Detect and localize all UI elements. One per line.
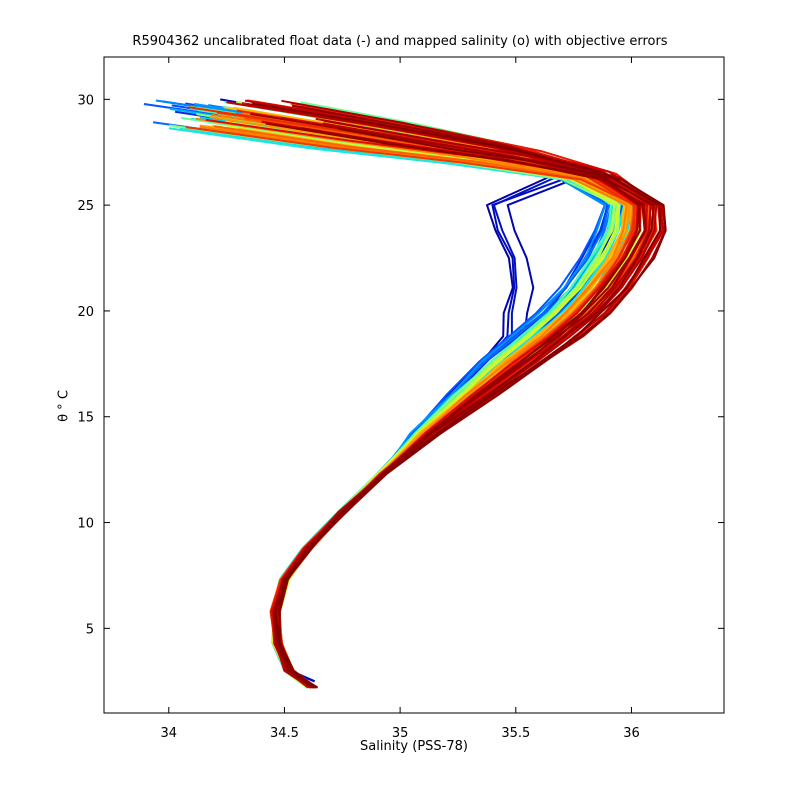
float-profile-line	[237, 127, 630, 689]
y-axis-label: θ ° C	[56, 390, 72, 422]
profile-lines	[143, 98, 667, 689]
x-tick-label: 34	[161, 726, 178, 741]
x-tick-label: 35	[392, 726, 409, 741]
float-profile-line	[171, 104, 623, 689]
float-profile-line	[199, 125, 628, 689]
float-profile-line	[193, 102, 615, 689]
y-tick-label: 30	[77, 93, 94, 108]
float-profile-line	[235, 112, 640, 689]
float-profile-line	[204, 119, 627, 689]
float-profile-line	[226, 125, 636, 689]
float-profile-line	[190, 117, 607, 689]
float-profile-line	[196, 113, 619, 689]
float-profile-line	[239, 108, 618, 689]
float-profile-line	[169, 124, 617, 689]
float-profile-line	[241, 102, 639, 689]
float-profile-line	[231, 111, 614, 689]
float-profile-line	[233, 106, 626, 689]
float-profile-line	[229, 122, 630, 689]
float-profile-line	[174, 110, 606, 689]
y-tick-label: 15	[77, 411, 94, 426]
float-profile-line	[240, 127, 616, 689]
x-axis-ticks: 34 34.5 35 35.5 36	[161, 57, 640, 741]
float-profile-line	[220, 111, 644, 689]
y-tick-label: 25	[77, 199, 94, 214]
float-profile-line	[199, 124, 650, 689]
float-profile-line	[206, 125, 620, 689]
float-profile-line	[189, 107, 632, 689]
float-profile-line	[188, 106, 635, 689]
x-tick-label: 35.5	[501, 726, 530, 741]
chart-title: R5904362 uncalibrated float data (-) and…	[132, 34, 668, 49]
float-profile-line	[179, 127, 626, 689]
float-profile-line	[180, 116, 627, 689]
float-profile-line	[152, 121, 610, 689]
float-profile-line	[204, 113, 611, 689]
x-axis-label: Salinity (PSS-78)	[360, 739, 468, 754]
float-profile-line	[263, 115, 583, 683]
float-profile-line	[253, 121, 617, 689]
float-profile-line	[252, 102, 661, 689]
float-profile-line	[195, 117, 635, 689]
float-profile-line	[143, 103, 606, 689]
float-profile-line	[234, 113, 643, 689]
float-profile-line	[184, 127, 629, 689]
x-tick-label: 34.5	[270, 726, 299, 741]
float-profile-line	[198, 109, 638, 689]
float-profile-line	[208, 104, 613, 689]
float-profile-line	[189, 105, 628, 689]
float-profile-line	[235, 101, 621, 689]
x-tick-label: 36	[623, 726, 640, 741]
y-tick-label: 5	[86, 622, 94, 637]
y-axis-ticks: 5 10 15 20 25 30	[77, 93, 724, 637]
float-profile-line	[185, 126, 637, 689]
float-profile-line	[220, 98, 563, 683]
float-profile-line	[199, 116, 615, 689]
float-profile-line	[242, 111, 635, 689]
float-profile-line	[225, 120, 648, 689]
float-profile-line	[168, 127, 618, 689]
float-profile-line	[244, 111, 637, 689]
float-profile-line	[202, 115, 609, 689]
y-tick-label: 10	[77, 517, 94, 532]
float-profile-line	[169, 107, 613, 689]
float-profile-line	[196, 106, 628, 689]
float-profile-line	[224, 106, 628, 689]
axes-frame	[103, 56, 725, 714]
y-tick-label: 20	[77, 305, 94, 320]
float-profile-line	[278, 127, 667, 689]
